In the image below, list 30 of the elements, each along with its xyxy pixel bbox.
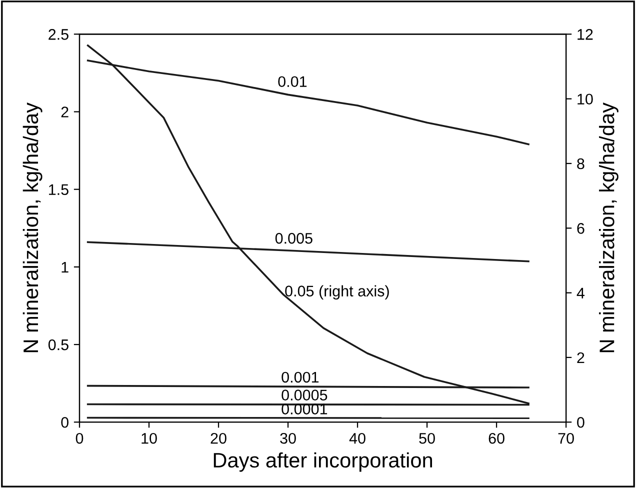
annotation: 0.0005 xyxy=(282,390,328,400)
annotation: 0.001 xyxy=(282,372,319,383)
annotation: 0.005 xyxy=(275,232,312,244)
x-tick-label: 50 xyxy=(419,432,435,444)
x-tick-label: 10 xyxy=(142,432,157,444)
y2-tick-label: 0 xyxy=(577,416,584,428)
y2-tick-label: 4 xyxy=(576,288,585,298)
x-tick-label: 60 xyxy=(488,432,504,444)
y2-tick-label: 6 xyxy=(577,223,584,234)
x-tick-label: 70 xyxy=(558,432,574,444)
x-tick-label: 30 xyxy=(280,432,296,444)
y2-tick-label: 12 xyxy=(578,29,593,40)
x-tick-label: 0 xyxy=(76,432,84,444)
y-tick-label: 1.5 xyxy=(49,184,68,196)
y2-axis-title: N mineralization, kg/ha/day xyxy=(599,102,618,352)
annotation: 0.0001 xyxy=(282,404,328,414)
x-axis-title: Days after incorporation xyxy=(214,452,432,472)
y2-tick-label: 2 xyxy=(577,352,584,363)
y-tick-label: 2.5 xyxy=(48,29,68,40)
x-tick-label: 40 xyxy=(349,432,366,444)
y-tick-label: 0 xyxy=(61,416,68,428)
x-tick-label: 20 xyxy=(210,432,226,444)
y2-tick-label: 8 xyxy=(577,158,584,170)
y-tick-label: 0.5 xyxy=(48,339,68,350)
y2-tick-label: 10 xyxy=(578,94,593,105)
y-tick-label: 1 xyxy=(62,262,68,272)
y-axis-title: N mineralization, kg/ha/day xyxy=(22,102,42,352)
annotation: 0.01 xyxy=(278,76,307,88)
annotation: 0.05 (right axis) xyxy=(285,285,389,300)
y-tick-label: 2 xyxy=(61,106,68,118)
